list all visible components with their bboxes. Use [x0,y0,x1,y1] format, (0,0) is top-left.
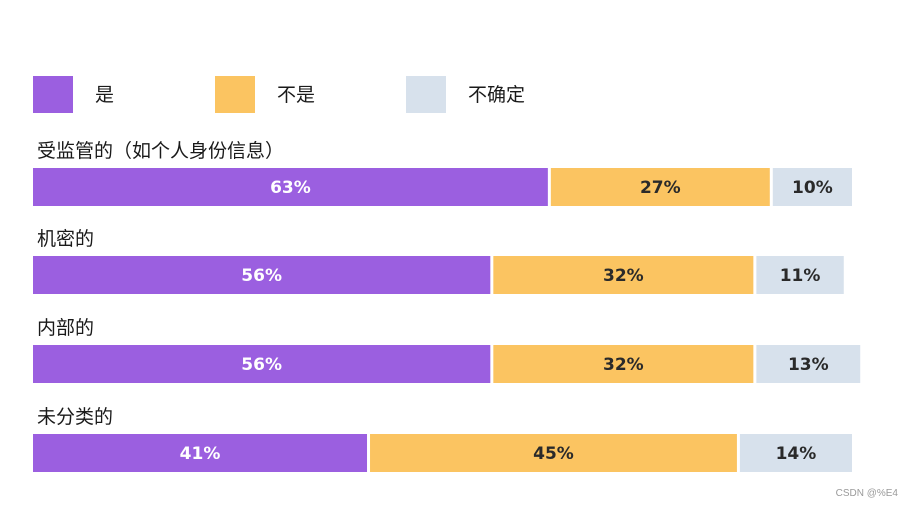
chart-bars: 受监管的（如个人身份信息） 63% 27% 10% 机密的 56% 32% 11% 内部的 56%… [33,140,861,472]
category-label-0: 受监管的（如个人身份信息） [37,140,284,162]
bar-value-label-3-0: 41% [180,444,221,464]
bar-segment-1-0 [33,256,491,294]
bar-segment-1-2 [756,256,844,294]
category-label-1: 机密的 [37,228,94,250]
bar-segment-3-0 [33,434,368,472]
legend-swatch-1 [215,76,255,113]
chart-legend: 是 不是 不确定 [33,76,525,113]
legend-label-1: 不是 [277,84,315,106]
bar-value-label-0-0: 63% [270,178,311,198]
bar-value-label-1-1: 32% [603,266,644,286]
legend-swatch-2 [406,76,446,113]
legend-swatch-0 [33,76,73,113]
bar-segment-3-2 [739,434,852,472]
bar-value-label-3-2: 14% [776,444,817,464]
legend-label-0: 是 [95,84,114,106]
bar-value-label-0-2: 10% [792,178,833,198]
category-label-2: 内部的 [37,317,94,339]
bar-value-label-2-1: 32% [603,355,644,375]
bar-segment-3-1 [370,434,737,472]
bar-segment-2-0 [33,345,491,383]
bar-segment-2-1 [493,345,754,383]
bar-segment-0-1 [550,168,770,206]
bar-value-label-1-2: 11% [780,266,821,286]
category-label-3: 未分类的 [37,406,113,428]
watermark-text: CSDN @%E4 [835,488,898,499]
bar-segment-0-2 [772,168,852,206]
bar-value-label-2-0: 56% [241,355,282,375]
bar-segment-1-1 [493,256,754,294]
bar-value-label-0-1: 27% [640,178,681,198]
bar-value-label-2-2: 13% [788,355,829,375]
bar-segment-0-0 [33,168,548,206]
bar-segment-2-2 [756,345,861,383]
bar-value-label-1-0: 56% [241,266,282,286]
bar-value-label-3-1: 45% [533,444,574,464]
legend-label-2: 不确定 [468,84,525,106]
